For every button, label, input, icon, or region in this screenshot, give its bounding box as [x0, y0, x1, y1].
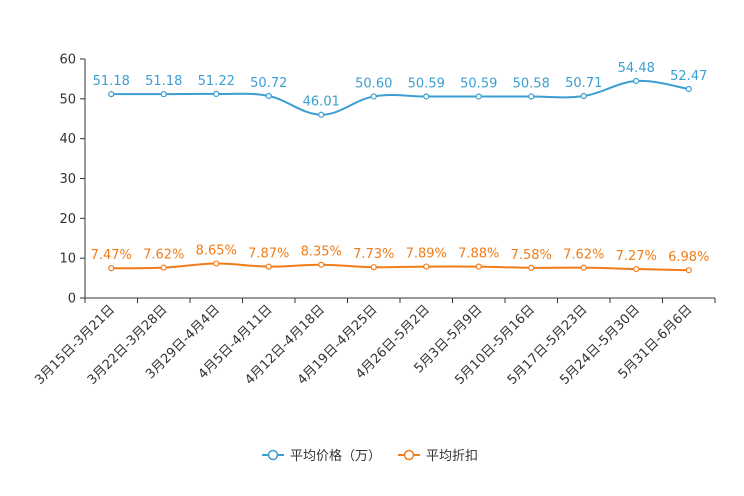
data-label: 8.65%	[196, 244, 237, 259]
legend-label: 平均价格（万）	[290, 448, 381, 464]
data-point	[528, 93, 535, 100]
data-label: 7.27%	[616, 249, 657, 264]
y-tick-label: 0	[68, 292, 76, 307]
data-label: 51.22	[198, 74, 235, 89]
legend-label: 平均折扣	[426, 449, 478, 464]
data-point	[213, 260, 220, 267]
data-point	[160, 264, 167, 271]
data-point	[685, 85, 692, 93]
y-tick-label: 50	[59, 92, 76, 107]
data-point	[633, 77, 640, 85]
data-label: 54.48	[618, 61, 655, 76]
data-label: 50.60	[355, 76, 392, 91]
legend-item-1: 平均价格（万）	[262, 448, 381, 464]
data-point	[370, 93, 377, 100]
data-point	[265, 263, 272, 270]
data-point	[633, 265, 640, 273]
y-axis: 0 10 20 30 40 50 60	[59, 53, 86, 307]
data-label: 8.35%	[301, 245, 342, 260]
data-label: 7.62%	[143, 248, 184, 263]
legend: 平均价格（万） 平均折扣	[262, 448, 478, 464]
series-layer: 51.18 51.18 51.22 50.72 46.01 50.60 50.59 50.59…	[91, 61, 709, 274]
data-point	[580, 264, 587, 271]
legend-item-2: 平均折扣	[398, 449, 478, 464]
data-label: 50.58	[513, 77, 550, 92]
data-point	[475, 93, 482, 100]
data-point	[475, 263, 482, 270]
data-point	[108, 91, 115, 98]
data-label: 7.58%	[511, 248, 552, 263]
data-point	[528, 264, 535, 271]
data-label: 50.72	[250, 76, 287, 91]
x-axis: 3月15日-3月21日3月22日-3月28日3月29日-4月4日4月5日-4月1…	[32, 297, 716, 388]
y-tick-label: 20	[59, 212, 76, 227]
data-point	[580, 92, 587, 100]
data-label: 7.89%	[406, 247, 447, 262]
data-point	[685, 267, 692, 274]
data-label: 52.47	[670, 69, 707, 84]
data-label: 7.87%	[248, 247, 289, 262]
data-label: 7.62%	[563, 248, 604, 263]
data-point	[423, 263, 430, 270]
data-label: 7.88%	[458, 247, 499, 262]
data-label: 46.01	[303, 95, 340, 110]
data-point	[318, 111, 325, 118]
legend-marker-icon	[267, 449, 279, 461]
data-label: 7.73%	[353, 247, 394, 262]
series-2: 7.47% 7.62% 8.65% 7.87% 8.35% 7.73% 7.89% 7.88%…	[91, 244, 709, 274]
data-label: 51.18	[93, 74, 130, 89]
data-point	[108, 265, 115, 272]
data-label: 6.98%	[668, 250, 709, 265]
data-label: 50.59	[408, 76, 445, 91]
y-tick-label: 30	[59, 172, 76, 187]
data-point	[370, 264, 377, 271]
legend-marker-icon	[403, 449, 415, 461]
data-label: 50.59	[460, 76, 497, 91]
data-label: 50.71	[565, 76, 602, 91]
data-point	[213, 90, 220, 98]
data-label: 51.18	[145, 74, 182, 89]
data-label: 7.47%	[91, 248, 132, 263]
data-point	[160, 91, 167, 98]
y-tick-label: 40	[59, 132, 76, 147]
series-line	[111, 79, 689, 116]
series-line	[111, 262, 689, 272]
y-tick-label: 10	[59, 252, 76, 267]
series-1: 51.18 51.18 51.22 50.72 46.01 50.60 50.59 50.59…	[93, 61, 707, 118]
data-point	[318, 261, 325, 268]
y-tick-label: 60	[59, 53, 76, 68]
data-point	[423, 93, 430, 100]
data-point	[265, 92, 272, 100]
